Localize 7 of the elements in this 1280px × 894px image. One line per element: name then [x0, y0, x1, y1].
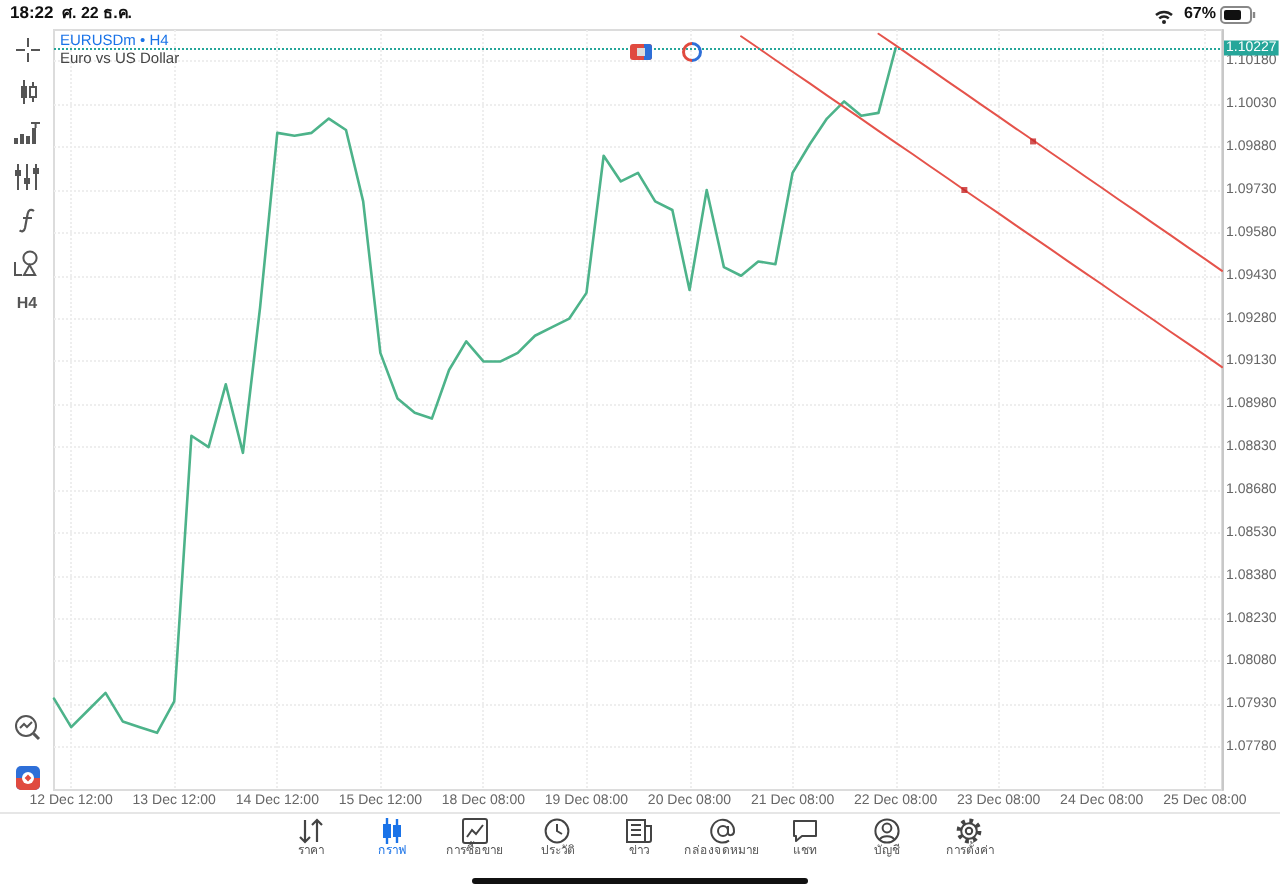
text: H4	[16, 294, 38, 312]
line-series	[740, 35, 1223, 369]
line-series	[52, 46, 897, 735]
text: 67%	[1183, 3, 1216, 21]
text: 18:22	[10, 2, 54, 22]
text: ศ. 22 ธ.ค.	[62, 3, 133, 21]
line-series	[877, 32, 1223, 272]
